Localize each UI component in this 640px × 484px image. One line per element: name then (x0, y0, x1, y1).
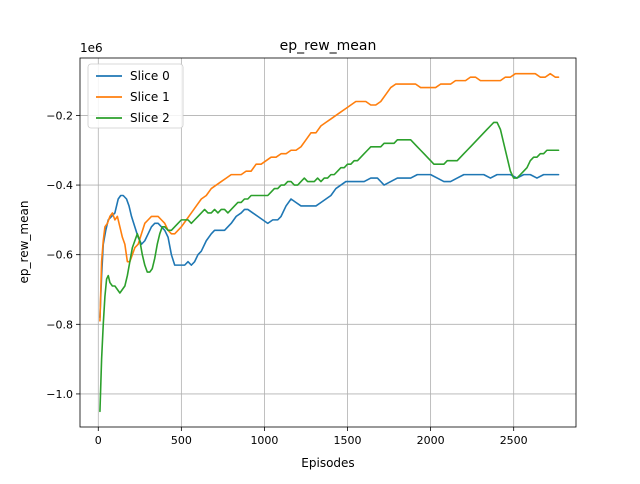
y-tick-label: −0.6 (46, 249, 73, 262)
y-tick-label: −0.2 (46, 109, 73, 122)
y-tick-label: −0.8 (46, 318, 73, 331)
x-axis-label: Episodes (301, 456, 354, 470)
x-tick-label: 0 (95, 434, 102, 447)
axis-ticks: 0 500 1000 1500 2000 2500 −1.0 −0.8 −0.6 −0.4 −0.2 (46, 109, 527, 447)
x-tick-label: 1000 (250, 434, 278, 447)
x-tick-label: 500 (171, 434, 192, 447)
legend-label: Slice 1 (130, 90, 170, 104)
x-tick-label: 2500 (500, 434, 528, 447)
legend: Slice 0 Slice 1 Slice 2 (87, 63, 184, 129)
y-axis-label: ep_rew_mean (17, 201, 31, 284)
legend-label: Slice 0 (130, 69, 170, 83)
plot-frame (79, 57, 577, 428)
y-axis-multiplier: 1e6 (80, 41, 103, 55)
series-line-slice-2 (99, 121, 560, 413)
y-tick-label: −1.0 (46, 388, 73, 401)
x-tick-label: 1500 (334, 434, 362, 447)
series-lines (99, 72, 560, 413)
chart-title: ep_rew_mean (280, 38, 377, 54)
grid (80, 58, 576, 427)
series-line-slice-0 (99, 173, 560, 319)
legend-box (87, 63, 184, 129)
legend-label: Slice 2 (130, 111, 170, 125)
y-tick-label: −0.4 (46, 179, 73, 192)
series-line-slice-1 (99, 72, 560, 322)
x-tick-label: 2000 (417, 434, 445, 447)
